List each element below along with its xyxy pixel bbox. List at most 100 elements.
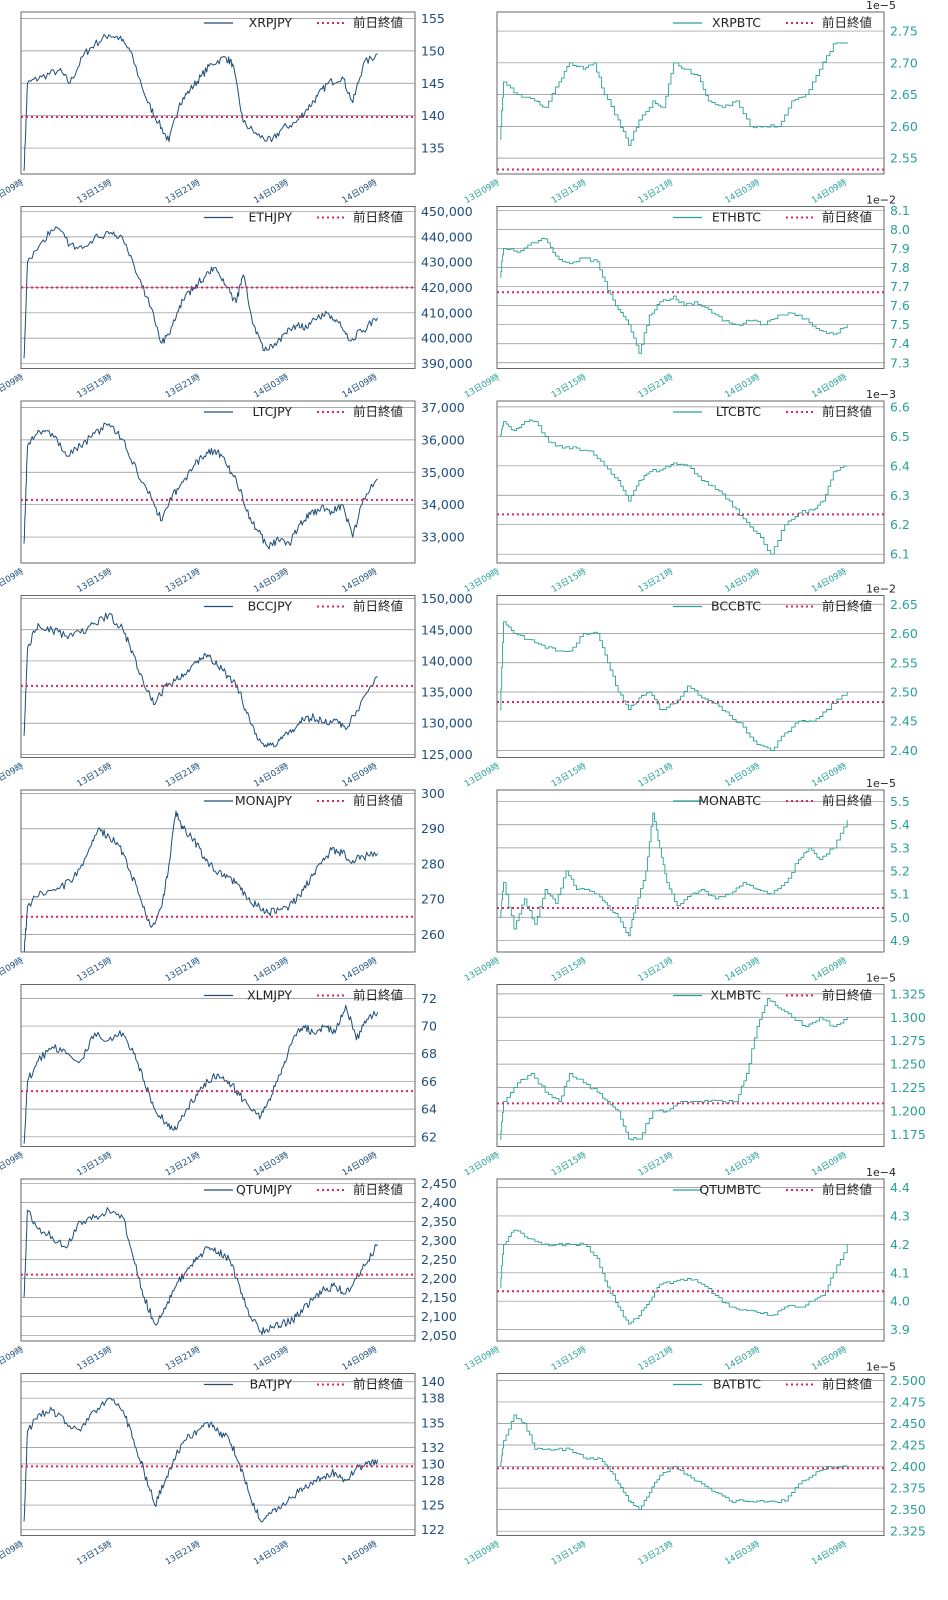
y-tick-label-bccbtc-5: 2.65 (890, 597, 918, 612)
y-tick-label-xlmjpy-1: 64 (421, 1102, 437, 1117)
x-tick-label-qtumbtc-4: 14日09時 (810, 1345, 849, 1373)
offset-label-ethbtc: 1e−2 (866, 194, 896, 207)
price-line-qtumbtc (500, 1229, 848, 1325)
y-tick-label-batjpy-0: 122 (421, 1522, 445, 1537)
chart-panel-batbtc: 2.325 2.350 2.375 2.400 2.425 2.450 2.475 2.500… (463, 1361, 926, 1568)
x-tick-label-batjpy-1: 13日15時 (75, 1539, 114, 1567)
y-tick-label-bccjpy-2: 135,000 (421, 685, 473, 700)
x-tick-label-monajpy-2: 13日21時 (164, 956, 203, 984)
y-tick-label-monabtc-5: 5.4 (890, 817, 910, 832)
legend-xrpbtc: XRPBTC 前日終値 (673, 15, 872, 30)
x-tick-label-ethjpy-1: 13日15時 (75, 372, 114, 400)
y-tick-label-ethbtc-1: 7.4 (890, 336, 910, 351)
y-tick-label-qtumbtc-1: 4.0 (890, 1294, 910, 1309)
x-tick-label-xlmbtc-4: 14日09時 (810, 1150, 849, 1178)
x-tick-label-xrpjpy-4: 14日09時 (341, 178, 380, 206)
x-tick-label-batbtc-2: 13日21時 (637, 1539, 676, 1567)
y-tick-label-ethjpy-6: 450,000 (421, 204, 473, 219)
plot-frame-qtumbtc (496, 1178, 885, 1342)
price-line-ethjpy (23, 226, 379, 359)
y-tick-label-ethbtc-3: 7.6 (890, 298, 910, 313)
x-tick-label-ethbtc-0: 13日09時 (463, 372, 502, 400)
x-tick-label-xlmjpy-4: 14日09時 (341, 1150, 380, 1178)
y-tick-label-ltcjpy-3: 36,000 (421, 432, 465, 447)
y-tick-label-batbtc-0: 2.325 (890, 1524, 926, 1539)
price-line-ethbtc (500, 238, 848, 354)
plot-frame-ltcbtc (496, 400, 885, 564)
y-tick-label-batjpy-3: 130 (421, 1456, 445, 1471)
legend-bccbtc: BCCBTC 前日終値 (673, 599, 872, 614)
y-tick-label-batbtc-3: 2.400 (890, 1459, 926, 1474)
y-tick-label-xrpbtc-2: 2.65 (890, 87, 918, 102)
plot-frame-batbtc (496, 1373, 885, 1536)
x-tick-label-ethbtc-1: 13日15時 (550, 372, 589, 400)
x-tick-label-ltcbtc-3: 14日03時 (723, 567, 762, 595)
y-tick-label-monabtc-2: 5.1 (890, 887, 910, 902)
y-tick-label-xlmbtc-6: 1.325 (890, 986, 926, 1001)
y-tick-label-xlmjpy-4: 70 (421, 1019, 437, 1034)
x-tick-label-xrpbtc-4: 14日09時 (810, 178, 849, 206)
legend-label-monajpy: MONAJPY (235, 793, 292, 808)
y-tick-label-bccbtc-1: 2.45 (890, 714, 918, 729)
legend-label-prev-close-qtumbtc: 前日終値 (822, 1182, 872, 1197)
legend-label-ethjpy: ETHJPY (248, 210, 292, 225)
x-tick-label-bccbtc-2: 13日21時 (637, 761, 676, 789)
y-tick-label-batjpy-7: 140 (421, 1374, 445, 1389)
x-tick-label-xrpjpy-0: 13日09時 (0, 178, 26, 206)
y-tick-label-ethbtc-5: 7.8 (890, 260, 910, 275)
x-tick-label-monabtc-0: 13日09時 (463, 956, 502, 984)
y-tick-label-batjpy-6: 138 (421, 1391, 445, 1406)
y-tick-label-xrpjpy-3: 150 (421, 43, 445, 58)
x-tick-label-ltcjpy-0: 13日09時 (0, 567, 26, 595)
y-tick-label-monajpy-0: 260 (421, 927, 445, 942)
y-tick-label-monabtc-1: 5.0 (890, 910, 910, 925)
legend-label-monabtc: MONABTC (698, 793, 761, 808)
y-tick-label-xrpbtc-4: 2.75 (890, 24, 918, 39)
price-line-bccbtc (500, 621, 848, 751)
x-tick-label-monajpy-1: 13日15時 (75, 956, 114, 984)
x-tick-label-bccjpy-2: 13日21時 (164, 761, 203, 789)
offset-label-monabtc: 1e−5 (866, 777, 896, 790)
y-tick-label-qtumjpy-0: 2,050 (421, 1328, 457, 1343)
legend-label-qtumjpy: QTUMJPY (236, 1182, 292, 1197)
price-line-xrpbtc (500, 42, 848, 146)
legend-label-prev-close-xlmbtc: 前日終値 (822, 988, 872, 1003)
legend-label-prev-close-qtumjpy: 前日終値 (353, 1182, 403, 1197)
y-tick-label-monabtc-3: 5.2 (890, 864, 910, 879)
x-tick-label-qtumbtc-2: 13日21時 (637, 1345, 676, 1373)
chart-panel-ethjpy: 390,000 400,000 410,000 420,000 430,000 440,0… (0, 204, 473, 400)
x-tick-label-monajpy-4: 14日09時 (341, 956, 380, 984)
offset-label-xrpbtc: 1e−5 (866, 0, 896, 12)
plot-frame-ethbtc (496, 206, 885, 369)
x-tick-label-xlmjpy-3: 14日03時 (252, 1150, 291, 1178)
x-tick-label-xlmbtc-3: 14日03時 (723, 1150, 762, 1178)
legend-xlmjpy: XLMJPY 前日終値 (204, 988, 403, 1003)
x-tick-label-ltcbtc-1: 13日15時 (550, 567, 589, 595)
x-tick-label-batbtc-1: 13日15時 (550, 1539, 589, 1567)
legend-batjpy: BATJPY 前日終値 (204, 1377, 403, 1392)
y-tick-label-monajpy-1: 270 (421, 892, 445, 907)
legend-label-qtumbtc: QTUMBTC (699, 1182, 761, 1197)
y-tick-label-qtumbtc-2: 4.1 (890, 1265, 910, 1280)
y-tick-label-qtumbtc-4: 4.3 (890, 1208, 910, 1223)
x-tick-label-ltcjpy-4: 14日09時 (341, 567, 380, 595)
x-tick-label-batjpy-3: 14日03時 (252, 1539, 291, 1567)
plot-frame-bccbtc (496, 595, 885, 758)
offset-label-bccbtc: 1e−2 (866, 583, 896, 596)
y-tick-label-batbtc-2: 2.375 (890, 1481, 926, 1496)
x-tick-label-xrpbtc-2: 13日21時 (637, 178, 676, 206)
price-line-ltcbtc (500, 419, 848, 555)
plot-frame-bccjpy (20, 595, 416, 758)
y-tick-label-ethjpy-3: 420,000 (421, 280, 473, 295)
y-tick-label-qtumbtc-3: 4.2 (890, 1237, 910, 1252)
x-tick-label-batbtc-0: 13日09時 (463, 1539, 502, 1567)
y-tick-label-bccbtc-4: 2.60 (890, 626, 918, 641)
chart-panel-bccjpy: 125,000 130,000 135,000 140,000 145,000 150,0… (0, 591, 473, 789)
x-tick-label-bccjpy-3: 14日03時 (252, 761, 291, 789)
x-tick-label-ltcjpy-1: 13日15時 (75, 567, 114, 595)
offset-label-batbtc: 1e−5 (866, 1361, 896, 1374)
price-line-monabtc (500, 812, 848, 937)
legend-label-prev-close-xlmjpy: 前日終値 (353, 988, 403, 1003)
